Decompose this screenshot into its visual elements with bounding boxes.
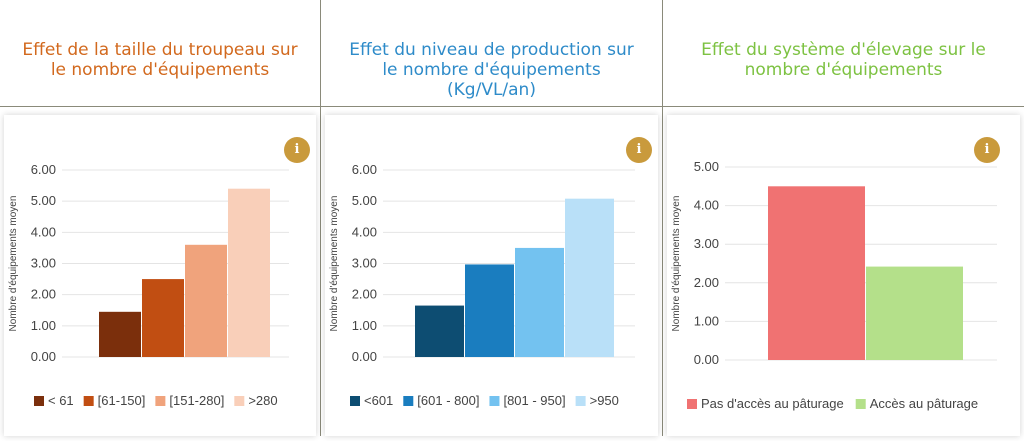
y-tick-label: 6.00 [31, 162, 56, 177]
panel-title-line: le nombre d'équipements [50, 60, 270, 80]
panel-title-line: le nombre d'équipements [382, 60, 601, 80]
legend-swatch [234, 396, 245, 406]
y-tick-label: 2.00 [31, 287, 56, 302]
legend-label: [801 - 950] [503, 393, 565, 408]
chart-card: i 0.00 1.00 2.00 3.00 4.00 5.00 Nombre d'équip… [667, 115, 1020, 436]
info-icon[interactable]: i [284, 137, 310, 163]
legend-label: < 61 [48, 393, 74, 408]
bar[interactable] [465, 264, 514, 357]
bar[interactable] [515, 247, 564, 357]
panel-title: Effet du système d'élevage sur le nombre… [663, 40, 1024, 80]
y-tick-label: 2.00 [352, 287, 377, 302]
bar[interactable] [228, 188, 270, 357]
y-tick-label: 0.00 [694, 352, 719, 367]
legend-label: [61-150] [98, 393, 146, 408]
legend-swatch [687, 399, 697, 409]
legend-swatch [350, 396, 360, 406]
y-tick-label: 0.00 [352, 349, 377, 364]
y-tick-label: 5.00 [352, 193, 377, 208]
bar[interactable] [185, 244, 227, 357]
y-tick-label: 3.00 [31, 256, 56, 271]
info-icon[interactable]: i [626, 137, 652, 163]
panel-title: Effet du niveau de production sur le nom… [321, 40, 662, 100]
y-tick-label: 0.00 [31, 349, 56, 364]
y-tick-label: 1.00 [352, 318, 377, 333]
y-tick-label: 6.00 [352, 162, 377, 177]
bar[interactable] [415, 305, 464, 357]
y-tick-label: 4.00 [31, 224, 56, 239]
bar[interactable] [565, 198, 614, 357]
panel-divider-2 [662, 0, 663, 436]
legend-swatch [403, 396, 414, 406]
legend-swatch [489, 396, 500, 406]
chart-card: i 0.00 1.00 2.00 3.00 4.00 5.00 6.00 Nombre d'é… [325, 115, 658, 436]
legend-label: >950 [590, 393, 619, 408]
legend-label: [151-280] [169, 393, 224, 408]
legend-swatch [855, 399, 866, 409]
panel-herd-size: Effet de la taille du troupeau sur le no… [0, 0, 320, 436]
panel-divider-1 [320, 0, 321, 436]
header-separator [0, 106, 1024, 107]
legend-swatch [155, 396, 166, 406]
legend-label: Accès au pâturage [870, 396, 978, 411]
y-tick-label: 4.00 [352, 224, 377, 239]
legend-label: >280 [248, 393, 277, 408]
panel-title-line: Effet du niveau de production sur [349, 40, 634, 60]
bar[interactable] [768, 186, 865, 360]
y-axis-label: Nombre d'équipements moyen [671, 196, 682, 332]
y-tick-label: 1.00 [694, 313, 719, 328]
panel-title-line: Effet de la taille du troupeau sur [22, 40, 298, 60]
y-tick-label: 2.00 [694, 275, 719, 290]
panel-title-line: (Kg/VL/an) [447, 80, 536, 100]
legend-label: <601 [364, 393, 393, 408]
y-axis-label: Nombre d'équipements moyen [8, 196, 19, 332]
legend-swatch [575, 396, 586, 406]
y-tick-label: 3.00 [352, 256, 377, 271]
panel-production-level: Effet du niveau de production sur le nom… [321, 0, 662, 436]
bar[interactable] [142, 279, 184, 357]
legend-label: [601 - 800] [417, 393, 479, 408]
legend-swatch [83, 396, 94, 406]
chart-card: i 0.00 1.00 2.00 3.00 4.00 5.00 6.00 Nombre d'é… [4, 115, 316, 436]
y-tick-label: 4.00 [694, 198, 719, 213]
y-tick-label: 1.00 [31, 318, 56, 333]
panel-title: Effet de la taille du troupeau sur le no… [0, 40, 320, 80]
y-axis-label: Nombre d'équipements moyen [329, 196, 340, 332]
y-tick-label: 5.00 [694, 159, 719, 174]
bar[interactable] [866, 266, 963, 360]
y-tick-label: 3.00 [694, 236, 719, 251]
panel-farming-system: Effet du système d'élevage sur le nombre… [663, 0, 1024, 436]
bar[interactable] [99, 311, 141, 357]
bar-chart-herd-size: 0.00 1.00 2.00 3.00 4.00 5.00 6.00 Nombre d'équ… [8, 162, 289, 408]
panel-title-line: Effet du système d'élevage sur le [701, 40, 986, 60]
panel-title-line: nombre d'équipements [744, 60, 943, 80]
info-icon[interactable]: i [974, 137, 1000, 163]
legend-label: Pas d'accès au pâturage [701, 396, 844, 411]
bar-chart-farming-system: 0.00 1.00 2.00 3.00 4.00 5.00 Nombre d'équipem… [671, 159, 997, 411]
y-tick-label: 5.00 [31, 193, 56, 208]
legend-swatch [34, 396, 44, 406]
bar-chart-production-level: 0.00 1.00 2.00 3.00 4.00 5.00 6.00 Nombre d'équ… [329, 162, 635, 408]
